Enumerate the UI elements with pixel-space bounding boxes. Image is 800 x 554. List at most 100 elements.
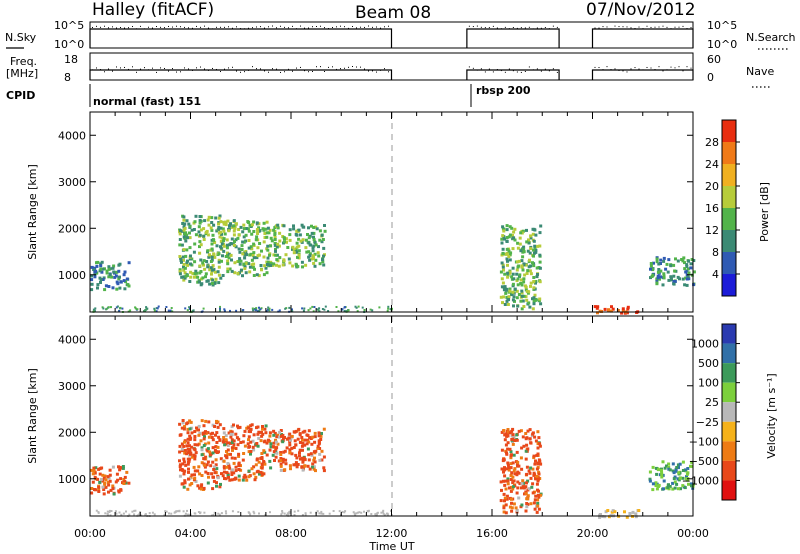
echo-pixel [183,222,187,226]
freq-label-line2: [MHz] [6,67,38,80]
echo-pixel [268,434,272,438]
echo-pixel [184,274,188,278]
echo-pixel [509,489,513,493]
echo-pixel [538,280,542,284]
echo-pixel [312,235,315,239]
echo-pixel [207,441,211,445]
echo-pixel [205,260,209,263]
echo-pixel [502,458,506,462]
echo-pixel [299,457,302,461]
echo-pixel [252,220,256,224]
echo-pixel [187,470,190,474]
echo-pixel [107,490,110,494]
echo-pixel [252,433,256,437]
echo-pixel [238,250,242,254]
echo-pixel [258,472,261,476]
echo-pixel [214,277,218,281]
echo-pixel [234,222,238,226]
nsearch-dot [200,26,201,28]
nsearch-dot [168,25,169,27]
echo-pixel [188,444,191,448]
echo-pixel [283,468,287,472]
echo-pixel [242,452,246,455]
echo-pixel [303,438,307,442]
echo-pixel [255,457,259,461]
echo-pixel [183,469,187,473]
echo-pixel [186,462,190,466]
nsearch-dot [686,28,688,30]
echo-pixel [510,471,514,475]
echo-pixel [503,285,507,289]
nsearch-dot [654,26,656,28]
echo-pixel [222,229,226,233]
echo-pixel [115,472,119,476]
echo-pixel [212,238,216,242]
echo-pixel [232,224,236,228]
echo-pixel [527,238,530,242]
echo-pixel [525,228,528,232]
ground-scatter-pixel [94,307,97,310]
echo-pixel [209,452,213,456]
echo-pixel [687,259,690,263]
nsearch-dot [662,25,664,27]
echo-pixel [195,426,198,430]
echo-pixel [218,214,222,218]
echo-pixel [508,258,512,262]
echo-pixel [193,438,197,442]
echo-pixel [90,274,93,278]
echo-pixel [190,482,194,485]
echo-pixel [307,241,311,245]
echo-pixel [681,476,685,480]
echo-pixel [504,479,508,483]
echo-pixel [188,419,192,423]
echo-pixel [512,304,515,308]
echo-pixel [318,458,322,462]
echo-pixel [232,439,236,443]
echo-pixel [537,470,541,474]
echo-pixel [681,277,685,281]
echo-pixel [509,462,513,466]
echo-pixel [298,451,301,455]
echo-pixel [505,236,509,239]
echo-pixel [104,485,108,489]
nsearch-dot [364,26,365,28]
xtick-label: 12:00 [376,527,408,540]
ground-scatter-pixel [225,512,228,515]
echo-pixel [519,456,523,460]
echo-pixel [90,468,94,472]
echo-pixel [505,451,508,455]
echo-pixel [505,251,509,255]
echo-pixel [260,452,264,455]
echo-pixel [538,260,542,264]
echo-pixel [509,450,513,454]
nsearch-dot [244,28,245,30]
echo-pixel [521,229,525,233]
echo-pixel [535,482,539,486]
nave-dot [256,68,257,70]
echo-pixel [242,223,246,227]
echo-pixel [99,281,102,284]
ground-scatter-pixel [356,310,359,313]
echo-pixel [192,250,196,254]
echo-pixel [279,429,283,432]
echo-pixel [210,255,214,259]
echo-pixel [282,236,286,240]
echo-pixel [229,253,233,257]
echo-pixel [247,450,251,454]
echo-pixel [519,299,523,303]
echo-pixel [626,307,630,311]
echo-pixel [297,253,301,257]
echo-pixel [213,255,217,259]
echo-pixel [307,458,311,462]
echo-pixel [185,248,189,252]
echo-pixel [505,467,509,471]
echo-pixel [322,469,326,473]
echo-pixel [525,436,529,440]
echo-pixel [178,272,182,276]
echo-pixel [241,230,245,234]
echo-pixel [232,423,235,427]
nsearch-dot [516,27,518,29]
echo-pixel [272,441,276,445]
echo-pixel [256,444,260,448]
echo-pixel [237,474,241,478]
